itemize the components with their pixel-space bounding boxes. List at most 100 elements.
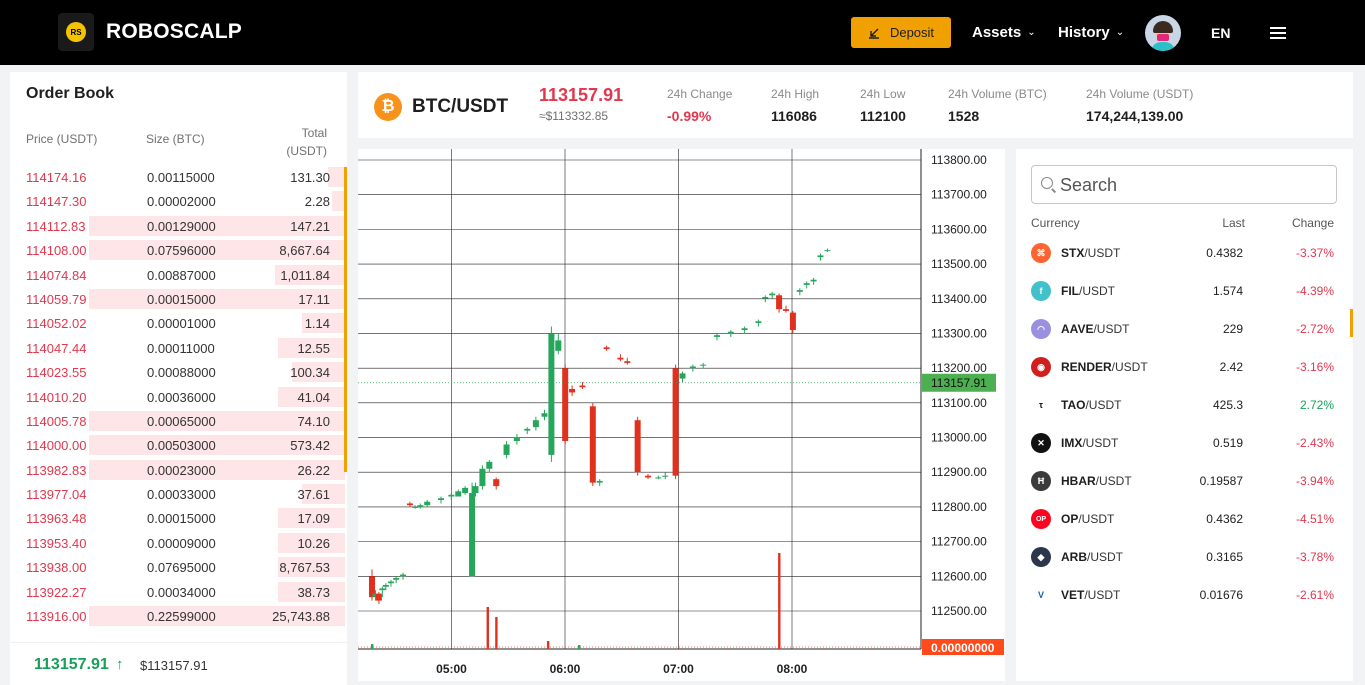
stat-label: 24h Low [860, 87, 906, 101]
order-book-row[interactable]: 113916.00 0.22599000 25,743.88 [10, 604, 347, 628]
market-row[interactable]: ◆ ARB/USDT 0.3165 -3.78% [1016, 537, 1353, 575]
order-book-row[interactable]: 114174.16 0.00115000 131.30 [10, 165, 347, 189]
candle-body [817, 255, 824, 258]
order-book-rows: 114174.16 0.00115000 131.30 114147.30 0.0000… [10, 165, 347, 628]
candle-body [532, 420, 539, 428]
order-book-row[interactable]: 113977.04 0.00033000 37.61 [10, 482, 347, 506]
market-list-scrollbar[interactable] [1350, 309, 1353, 337]
candle-body [727, 331, 734, 334]
market-row[interactable]: f FIL/USDT 1.574 -4.39% [1016, 271, 1353, 309]
volume-bar [578, 645, 581, 649]
order-book-row[interactable]: 113982.83 0.00023000 26.22 [10, 458, 347, 482]
pair-quote: /USDT [1111, 360, 1148, 374]
market-row[interactable]: V VET/USDT 0.01676 -2.61% [1016, 575, 1353, 613]
order-book-row[interactable]: 114147.30 0.00002000 2.28 [10, 189, 347, 213]
order-book-row[interactable]: 114000.00 0.00503000 573.42 [10, 433, 347, 457]
candle-body [645, 475, 651, 478]
deposit-button[interactable]: Deposit [851, 17, 951, 48]
candlestick-chart[interactable]: 113800.00 113700.00 113600.00 113500.00 1134… [358, 149, 1005, 681]
depth-bar [88, 606, 345, 627]
ask-price: 114000.00 [26, 438, 87, 454]
y-tick-label: 113000.00 [931, 431, 987, 445]
ask-size: 0.00011000 [147, 340, 215, 356]
ask-total: 37.61 [297, 487, 330, 503]
market-row[interactable]: Ħ HBAR/USDT 0.19587 -3.94% [1016, 461, 1353, 499]
col-total-header-line2: (USDT) [286, 144, 327, 158]
candle-body [469, 493, 476, 577]
candle-body [617, 357, 624, 360]
logo[interactable]: RS [58, 13, 94, 51]
market-row[interactable]: ⌘ STX/USDT 0.4382 -3.37% [1016, 233, 1353, 271]
market-last-price: 2.42 [1219, 360, 1243, 374]
market-change: -2.61% [1295, 588, 1334, 602]
market-pair: OP/USDT [1061, 512, 1114, 526]
tao-icon: τ [1031, 395, 1051, 415]
order-book-row[interactable]: 114010.20 0.00036000 41.04 [10, 385, 347, 409]
ask-price: 113982.83 [26, 462, 87, 478]
imx-icon: ✕ [1031, 433, 1051, 453]
depth-bar [88, 240, 345, 261]
market-last-price: 0.4382 [1206, 246, 1243, 260]
pair-quote: /USDT [1085, 398, 1122, 412]
logo-coin-icon: RS [66, 22, 86, 42]
ask-price: 113953.40 [26, 535, 87, 551]
market-last-price: 229 [1222, 322, 1243, 336]
candle-body [803, 283, 810, 285]
nav-history[interactable]: History ⌄ [1058, 24, 1124, 41]
order-book-row[interactable]: 114047.44 0.00011000 12.55 [10, 336, 347, 360]
market-row[interactable]: ◉ RENDER/USDT 2.42 -3.16% [1016, 347, 1353, 385]
ask-total: 26.22 [297, 462, 330, 478]
order-book-row[interactable]: 114059.79 0.00015000 17.11 [10, 287, 347, 311]
price-chart[interactable]: 113800.00 113700.00 113600.00 113500.00 1134… [358, 149, 1005, 681]
language-selector[interactable]: EN [1211, 25, 1231, 41]
pair-base: TAO [1061, 398, 1086, 412]
ask-total: 25,743.88 [272, 609, 330, 625]
order-book-row[interactable]: 114052.02 0.00001000 1.14 [10, 311, 347, 335]
ask-total: 17.11 [298, 291, 330, 307]
avatar[interactable] [1145, 15, 1181, 51]
pair-quote: /USDT [1084, 588, 1121, 602]
stat-24h-high: 24h High 116086 [771, 87, 819, 124]
candle-body [810, 279, 817, 282]
order-book-row[interactable]: 114074.84 0.00887000 1,011.84 [10, 263, 347, 287]
ask-price: 113963.48 [26, 511, 87, 527]
pair-quote: /USDT [1095, 474, 1132, 488]
stat-label: 24h Volume (BTC) [948, 87, 1047, 101]
order-book-row[interactable]: 113922.27 0.00034000 38.73 [10, 580, 347, 604]
candle-body [689, 366, 696, 369]
nav-assets[interactable]: Assets ⌄ [972, 24, 1036, 41]
search-box[interactable] [1031, 165, 1337, 204]
col-last-header: Last [1222, 216, 1245, 230]
depth-bar [278, 557, 345, 578]
ask-total: 2.28 [304, 194, 330, 210]
order-book-row[interactable]: 114023.55 0.00088000 100.34 [10, 360, 347, 384]
market-row[interactable]: OP OP/USDT 0.4362 -4.51% [1016, 499, 1353, 537]
search-input[interactable] [1060, 172, 1320, 198]
ticker-price-usd: ≈$113332.85 [539, 109, 609, 123]
ask-price: 114112.83 [26, 218, 86, 234]
depth-bar [278, 508, 345, 529]
stat-value: 116086 [771, 108, 817, 124]
order-book-row[interactable]: 114108.00 0.07596000 8,667.64 [10, 238, 347, 262]
market-pair: HBAR/USDT [1061, 474, 1132, 488]
y-tick-label: 113500.00 [931, 257, 987, 271]
brand-name[interactable]: ROBOSCALP [106, 20, 242, 43]
ask-price: 114052.02 [26, 316, 87, 332]
market-row[interactable]: ◠ AAVE/USDT 229 -2.72% [1016, 309, 1353, 347]
market-row[interactable]: τ TAO/USDT 425.3 2.72% [1016, 385, 1353, 423]
candle-body [824, 250, 831, 252]
pair-base: ARB [1061, 550, 1087, 564]
order-book-row[interactable]: 113963.48 0.00015000 17.09 [10, 506, 347, 530]
order-book-row[interactable]: 114005.78 0.00065000 74.10 [10, 409, 347, 433]
hamburger-menu-icon[interactable] [1270, 27, 1286, 39]
order-book-row[interactable]: 114112.83 0.00129000 147.21 [10, 214, 347, 238]
market-row[interactable]: ✕ IMX/USDT 0.519 -2.43% [1016, 423, 1353, 461]
depth-bar [331, 191, 345, 212]
pair-name[interactable]: BTC/USDT [412, 96, 509, 117]
order-book-scrollbar[interactable] [344, 167, 347, 472]
col-change-header: Change [1291, 216, 1334, 230]
order-book-row[interactable]: 113938.00 0.07695000 8,767.53 [10, 555, 347, 579]
col-price-header: Price (USDT) [26, 132, 98, 146]
ticker-price: 113157.91 [539, 85, 624, 105]
order-book-row[interactable]: 113953.40 0.00009000 10.26 [10, 531, 347, 555]
